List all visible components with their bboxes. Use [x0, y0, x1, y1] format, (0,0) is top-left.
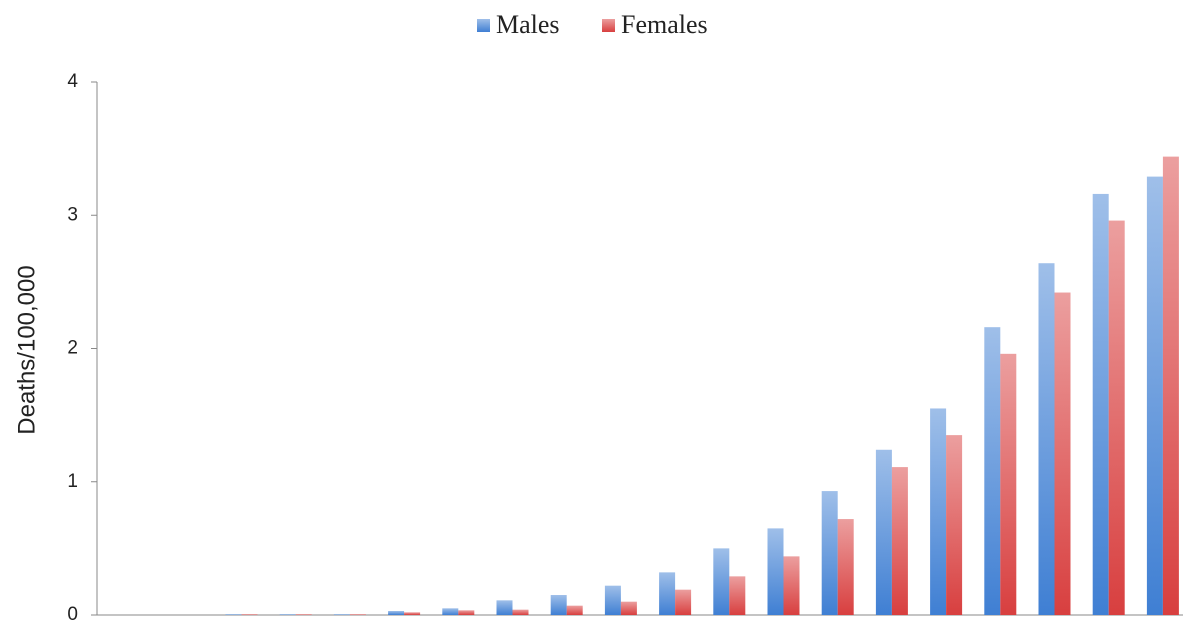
bar [946, 435, 963, 615]
bar [388, 611, 405, 615]
legend-label: Females [621, 10, 708, 39]
bar [566, 605, 583, 615]
bar [984, 327, 1001, 615]
legend-swatch [602, 19, 615, 32]
bar [783, 556, 800, 615]
bar [659, 572, 676, 615]
bar [1146, 176, 1163, 616]
bar [295, 614, 312, 615]
bar [675, 589, 692, 615]
bar [333, 614, 350, 615]
bar [767, 528, 784, 615]
bar [496, 600, 513, 615]
y-tick-label: 3 [67, 204, 78, 225]
y-tick-label: 1 [67, 471, 78, 492]
bar [404, 612, 421, 615]
bar [442, 608, 459, 615]
bar [458, 610, 475, 615]
bar [604, 585, 621, 615]
legend-swatch [477, 19, 490, 32]
legend-label: Males [496, 10, 560, 39]
bar [891, 467, 908, 615]
bar [875, 449, 892, 615]
bar [713, 548, 730, 615]
bar [930, 408, 947, 615]
bar [1054, 292, 1071, 615]
bar [1038, 263, 1055, 615]
bar [512, 609, 529, 615]
y-axis-label: Deaths/100,000 [13, 265, 40, 434]
bar [1092, 193, 1109, 615]
bar [349, 614, 366, 615]
y-tick-label: 0 [67, 604, 78, 625]
bar [1162, 156, 1179, 615]
bar [225, 614, 242, 615]
bar [729, 576, 746, 615]
y-tick-label: 4 [67, 71, 78, 92]
y-tick-label: 2 [67, 338, 78, 359]
bar [279, 614, 296, 615]
bar [620, 601, 637, 615]
bar [837, 519, 854, 615]
bar [821, 491, 838, 615]
bar [1108, 220, 1125, 615]
bar [550, 595, 567, 615]
bar [1000, 353, 1017, 615]
bar [241, 614, 258, 615]
